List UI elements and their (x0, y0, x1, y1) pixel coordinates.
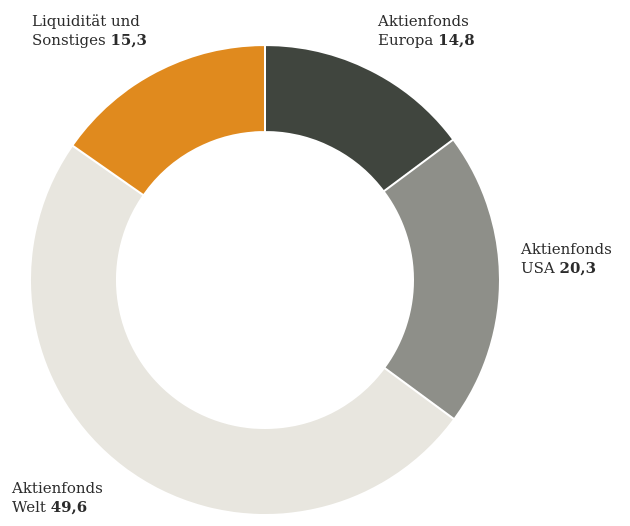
slice-value: 15,3 (110, 31, 147, 49)
slice-label-aktienfonds-europa: Aktienfonds Europa 14,8 (378, 12, 475, 50)
slice-label-liquiditaet-sonstiges: Liquidität und Sonstiges 15,3 (32, 12, 147, 50)
slice-label-line2: Welt (12, 498, 46, 516)
slice-label-line1: Aktienfonds (521, 240, 612, 258)
slice-label-aktienfonds-welt: Aktienfonds Welt 49,6 (12, 479, 103, 517)
slice-label-line2: USA (521, 259, 555, 277)
slice-value: 14,8 (438, 31, 475, 49)
slice-value: 20,3 (559, 259, 597, 277)
slice-label-line1: Aktienfonds (12, 479, 103, 497)
slice-label-line1: Liquidität und (32, 12, 140, 30)
slice-label-aktienfonds-usa: Aktienfonds USA 20,3 (521, 240, 612, 278)
slice-label-line2: Europa (378, 31, 434, 49)
slice-value: 49,6 (50, 498, 88, 516)
slice-label-line2: Sonstiges (32, 31, 106, 49)
slice-label-line1: Aktienfonds (378, 12, 469, 30)
donut-slice-aktienfonds-welt (29, 144, 456, 516)
donut-slice-aktienfonds-usa (382, 138, 501, 421)
donut-slice-liquidit-t-und-sonstiges (70, 43, 266, 197)
